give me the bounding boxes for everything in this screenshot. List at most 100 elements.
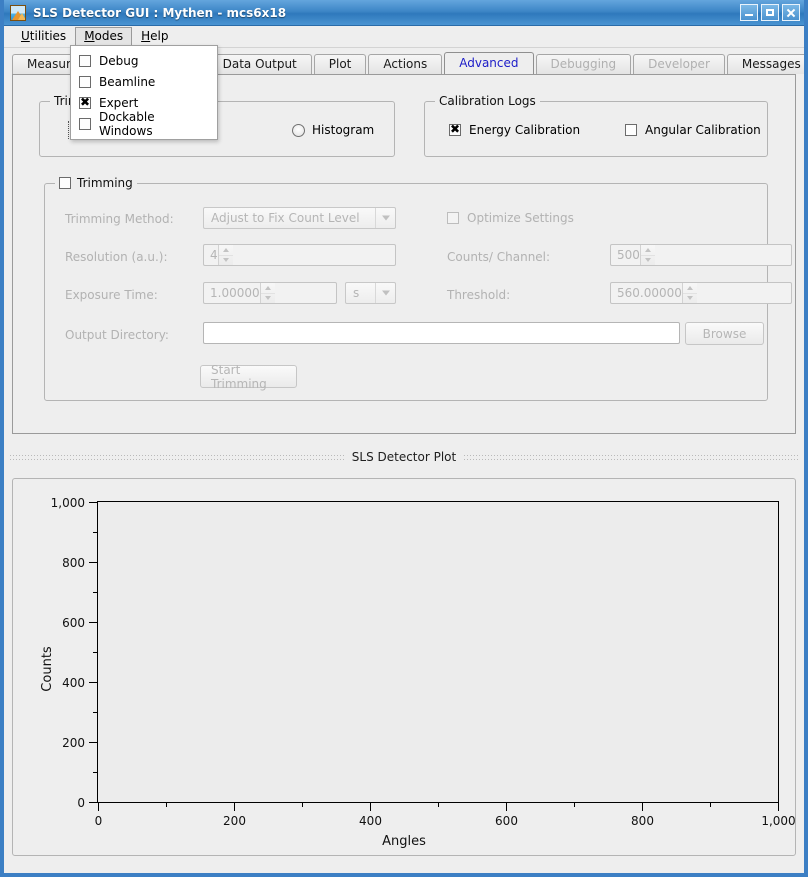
menu-item-dockable-windows[interactable]: Dockable Windows: [71, 110, 217, 138]
threshold-spinbox[interactable]: 560.00000: [610, 282, 792, 304]
radio-histogram-indicator[interactable]: [292, 123, 305, 137]
x-axis-tick-label: 400: [359, 814, 382, 828]
maximize-icon[interactable]: [761, 4, 779, 21]
tab-messages-label: Messages: [741, 57, 801, 71]
checkbox-angular-calibration-indicator[interactable]: [625, 124, 637, 136]
trimming-legend-label: Trimming: [77, 176, 133, 190]
y-axis-tick: 600: [62, 616, 98, 630]
exposure-unit-value: s: [353, 286, 360, 300]
checkbox-angular-calibration[interactable]: Angular Calibration: [625, 123, 761, 137]
tab-actions[interactable]: Actions: [368, 54, 443, 74]
tab-debugging: Debugging: [535, 54, 632, 74]
checkbox-trimming[interactable]: [59, 177, 71, 189]
checkbox-debug[interactable]: [79, 54, 91, 67]
trimming-method-value: Adjust to Fix Count Level: [211, 211, 360, 225]
checkbox-optimize-settings-label: Optimize Settings: [467, 211, 574, 225]
close-icon[interactable]: [782, 4, 800, 21]
trimming-method-combo[interactable]: Adjust to Fix Count Level: [203, 207, 396, 229]
tab-actions-label: Actions: [383, 57, 428, 71]
menu-item-dockable-windows-label: Dockable Windows: [99, 109, 155, 138]
modes-dropdown-menu: Debug Beamline Expert Dockable Windows: [70, 45, 218, 140]
tab-advanced-label: Advanced: [459, 56, 519, 70]
menu-item-beamline[interactable]: Beamline: [71, 71, 217, 92]
radio-histogram[interactable]: Histogram: [292, 123, 374, 137]
threshold-value: 560.00000: [617, 286, 682, 300]
exposure-unit-combo[interactable]: s: [345, 282, 396, 304]
x-axis-minor-tick: [574, 802, 575, 807]
x-axis-tick: 800: [631, 802, 654, 828]
exposure-time-stepper[interactable]: [259, 283, 275, 303]
calibration-logs-group: Calibration Logs Energy Calibration Angu…: [424, 94, 768, 157]
plot-inner: Counts Angles 0 200 400 600 800 1,000 0 200 400…: [19, 487, 796, 851]
splitter-grip-left[interactable]: [10, 452, 344, 462]
menu-utilities-label: tilities: [29, 28, 67, 43]
checkbox-optimize-settings[interactable]: Optimize Settings: [447, 211, 574, 225]
tab-plot-label: Plot: [328, 57, 352, 71]
window-controls: [740, 4, 800, 21]
checkbox-expert[interactable]: [79, 95, 91, 109]
x-axis-title: Angles: [382, 834, 426, 849]
plot-splitter[interactable]: SLS Detector Plot: [10, 442, 798, 472]
checkbox-beamline[interactable]: [79, 75, 91, 88]
start-trimming-button[interactable]: Start Trimming: [200, 363, 297, 391]
resolution-spinbox[interactable]: 4: [203, 244, 396, 266]
y-axis-tick-label: 1,000: [50, 495, 85, 510]
chevron-down-icon[interactable]: [375, 208, 395, 228]
plot-dock-title: SLS Detector Plot: [351, 450, 457, 464]
checkbox-energy-calibration-indicator[interactable]: [449, 122, 461, 136]
x-axis-tick-label: 200: [223, 814, 246, 828]
menu-utilities[interactable]: Utilities: [21, 28, 67, 43]
plot-group: Level 0 : Threshold Scan | Level 1 : Non…: [12, 478, 796, 856]
mountain-icon: [10, 4, 26, 21]
threshold-stepper[interactable]: [681, 283, 697, 303]
menu-item-debug[interactable]: Debug: [71, 50, 217, 71]
tab-data-output[interactable]: Data Output: [207, 54, 312, 74]
checkbox-energy-calibration[interactable]: Energy Calibration: [449, 122, 580, 137]
browse-button[interactable]: Browse: [685, 322, 764, 345]
counts-channel-stepper[interactable]: [639, 245, 655, 265]
tab-debugging-label: Debugging: [550, 57, 617, 71]
plot-canvas[interactable]: 0 200 400 600 800 1,000 0 200 400 600 800 1,000: [51, 496, 796, 829]
exposure-time-value: 1.00000: [210, 286, 260, 300]
tab-advanced[interactable]: Advanced: [444, 52, 534, 74]
menu-item-beamline-label: Beamline: [99, 74, 156, 89]
chevron-down-icon[interactable]: [375, 283, 395, 303]
resolution-label: Resolution (a.u.):: [65, 250, 168, 264]
trimming-method-label: Trimming Method:: [65, 212, 174, 226]
y-axis-tick: 800: [62, 556, 98, 570]
window-title: SLS Detector GUI : Mythen - mcs6x18: [33, 5, 287, 20]
x-axis-minor-tick: [710, 802, 711, 807]
y-axis-tick: 1,000: [51, 496, 98, 510]
tab-plot[interactable]: Plot: [313, 54, 367, 74]
x-axis-tick: 400: [359, 802, 382, 828]
resolution-stepper[interactable]: [217, 245, 233, 265]
minimize-icon[interactable]: [740, 4, 758, 21]
output-directory-label: Output Directory:: [65, 328, 169, 342]
x-axis-tick-label: 600: [495, 814, 518, 828]
exposure-time-spinbox[interactable]: 1.00000: [203, 282, 337, 304]
y-axis-minor-tick: [93, 772, 98, 773]
y-axis-tick-label: 200: [62, 735, 85, 750]
menu-help-label: elp: [150, 28, 169, 43]
y-axis-minor-tick: [93, 532, 98, 533]
trimming-group: Trimming Trimming Method: Adjust to Fix …: [44, 176, 792, 401]
tab-messages[interactable]: Messages: [726, 54, 804, 74]
checkbox-dockable-windows[interactable]: [79, 117, 91, 130]
title-bar: SLS Detector GUI : Mythen - mcs6x18: [4, 0, 804, 26]
output-directory-input[interactable]: [203, 322, 680, 344]
advanced-tab-page: Trimming Plot Graph Histogram Calibratio…: [12, 74, 796, 434]
y-axis-minor-tick: [93, 652, 98, 653]
y-axis-tick: 200: [62, 736, 98, 750]
y-axis-minor-tick: [93, 712, 98, 713]
y-axis-tick-label: 600: [62, 615, 85, 630]
menu-help[interactable]: Help: [141, 28, 169, 43]
checkbox-optimize-settings-indicator[interactable]: [447, 212, 459, 224]
x-axis-tick-label: 1,000: [761, 814, 796, 828]
splitter-grip-right[interactable]: [464, 452, 798, 462]
menu-modes[interactable]: Modes: [75, 26, 133, 47]
counts-channel-spinbox[interactable]: 500: [610, 244, 792, 266]
x-axis-tick: 1,000: [761, 802, 796, 828]
menu-item-expert[interactable]: Expert: [71, 92, 217, 113]
counts-channel-value: 500: [617, 248, 640, 262]
